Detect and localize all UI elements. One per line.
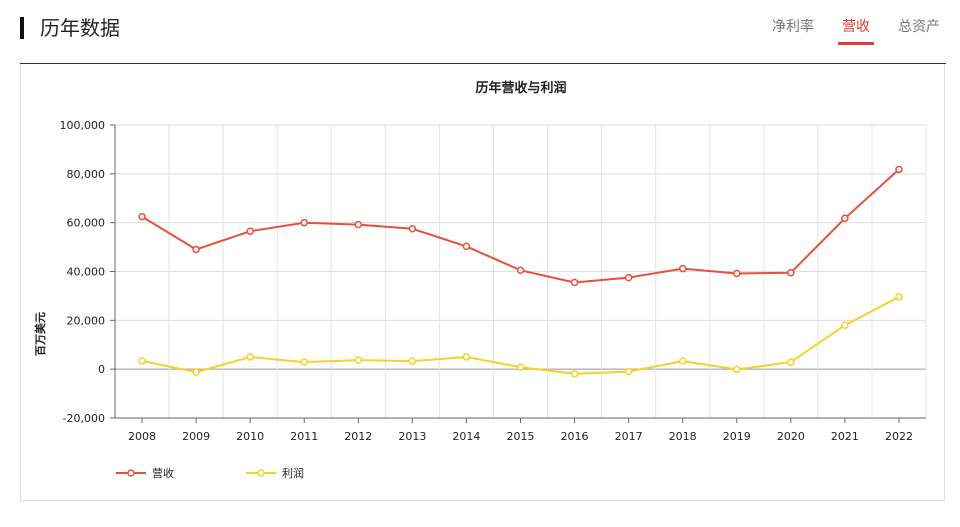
data-point xyxy=(192,245,200,254)
x-tick-label: 2015 xyxy=(507,430,535,443)
data-point xyxy=(895,293,903,301)
y-tick-label: 60,000 xyxy=(67,217,106,230)
data-point xyxy=(462,353,471,361)
y-axis-label: 百万美元 xyxy=(33,312,47,356)
x-tick-label: 2018 xyxy=(669,430,697,443)
data-point xyxy=(138,212,146,221)
data-point xyxy=(570,370,579,378)
data-point xyxy=(354,356,363,364)
x-tick-label: 2017 xyxy=(615,430,643,443)
data-point xyxy=(516,363,525,371)
y-tick-label: 40,000 xyxy=(67,266,106,279)
y-tick-label: 0 xyxy=(98,363,105,376)
legend-label: 利润 xyxy=(282,466,304,480)
x-tick-label: 2009 xyxy=(182,430,210,443)
y-tick-label: 20,000 xyxy=(67,314,106,327)
title-accent-bar xyxy=(20,17,24,39)
tab-net-margin[interactable]: 净利率 xyxy=(772,19,814,35)
legend: 营收 利润 xyxy=(116,466,304,480)
data-point xyxy=(408,225,417,233)
data-point xyxy=(895,165,903,174)
page-title: 历年数据 xyxy=(40,16,120,40)
data-point xyxy=(138,357,146,365)
y-tick-label: 100,000 xyxy=(60,119,106,132)
data-point xyxy=(192,368,200,376)
data-point xyxy=(733,365,741,374)
x-tick-label: 2016 xyxy=(561,430,589,443)
data-point xyxy=(246,227,254,235)
legend-label: 营收 xyxy=(152,466,174,480)
data-point xyxy=(787,358,795,366)
data-point xyxy=(354,220,363,229)
data-point xyxy=(300,358,308,366)
data-point xyxy=(462,242,471,251)
x-tick-label: 2014 xyxy=(452,430,480,443)
header-divider xyxy=(20,63,946,64)
x-tick-label: 2020 xyxy=(777,430,805,443)
tab-revenue[interactable]: 营收 xyxy=(838,16,874,45)
data-point xyxy=(408,357,417,365)
legend-swatch-marker xyxy=(127,469,135,477)
series-line-0 xyxy=(141,168,900,284)
y-tick-label: 80,000 xyxy=(67,168,106,181)
x-tick-label: 2010 xyxy=(236,430,264,443)
data-point xyxy=(624,367,633,376)
data-point xyxy=(678,264,687,273)
chart-title: 历年营收与利润 xyxy=(475,80,566,96)
data-point xyxy=(246,353,254,361)
series-line-1 xyxy=(141,296,900,375)
grid-lines xyxy=(114,124,927,418)
chart-panel: 历年营收与利润 百万美元 -20,000 0 20,000 40,000 60,000 8… xyxy=(20,64,945,501)
x-tick-label: 2021 xyxy=(831,430,859,443)
data-point xyxy=(516,266,525,275)
axes: -20,000 0 20,000 40,000 60,000 80,000 100,000 2… xyxy=(60,119,926,443)
data-point xyxy=(787,268,795,277)
line-chart: 历年营收与利润 百万美元 -20,000 0 20,000 40,000 60,000 8… xyxy=(33,80,927,480)
x-tick-label: 2008 xyxy=(128,430,156,443)
tab-total-assets[interactable]: 总资产 xyxy=(898,19,940,35)
data-point xyxy=(678,357,687,365)
x-tick-label: 2013 xyxy=(398,430,426,443)
tab-bar: 净利率 营收 总资产 xyxy=(744,16,940,45)
x-tick-label: 2012 xyxy=(344,430,372,443)
data-point xyxy=(841,214,849,223)
x-tick-label: 2019 xyxy=(723,430,751,443)
data-point xyxy=(841,321,849,329)
x-tick-label: 2022 xyxy=(885,430,913,443)
data-point xyxy=(733,269,741,278)
y-tick-label: -20,000 xyxy=(63,412,105,425)
data-point xyxy=(300,218,308,227)
data-point xyxy=(624,273,633,282)
series-layer xyxy=(138,165,903,378)
x-tick-label: 2011 xyxy=(290,430,318,443)
header: 历年数据 净利率 营收 总资产 xyxy=(0,0,960,64)
data-point xyxy=(570,278,579,287)
legend-swatch-marker xyxy=(257,469,265,477)
